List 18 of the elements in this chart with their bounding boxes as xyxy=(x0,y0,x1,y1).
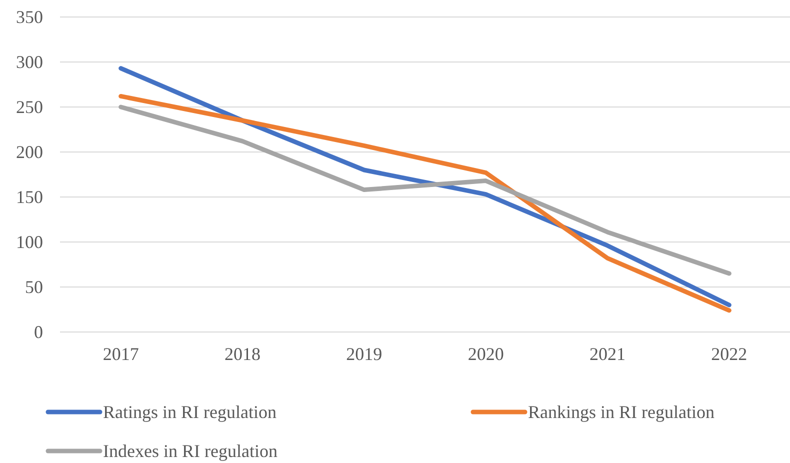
x-tick-label: 2021 xyxy=(590,344,626,364)
legend-label: Rankings in RI regulation xyxy=(528,402,714,422)
y-tick-label: 50 xyxy=(25,277,43,297)
legend-label: Ratings in RI regulation xyxy=(103,402,276,422)
x-tick-label: 2017 xyxy=(102,344,139,364)
x-tick-label: 2019 xyxy=(346,344,382,364)
line-series xyxy=(118,104,732,276)
y-tick-label: 250 xyxy=(16,97,43,117)
legend-label: Indexes in RI regulation xyxy=(103,441,278,461)
y-tick-label: 150 xyxy=(16,187,43,207)
y-tick-label: 300 xyxy=(16,52,43,72)
y-tick-label: 100 xyxy=(16,232,43,252)
y-tick-label: 0 xyxy=(34,322,43,342)
y-tick-label: 350 xyxy=(16,7,43,27)
x-tick-label: 2020 xyxy=(468,344,504,364)
y-tick-label: 200 xyxy=(16,142,43,162)
x-tick-label: 2022 xyxy=(711,344,748,364)
x-tick-label: 2018 xyxy=(224,344,260,364)
